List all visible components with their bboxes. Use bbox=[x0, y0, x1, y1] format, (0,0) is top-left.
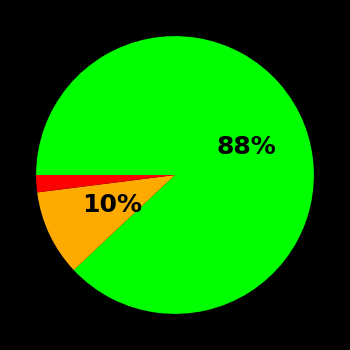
Wedge shape bbox=[36, 175, 175, 192]
Wedge shape bbox=[37, 175, 175, 270]
Wedge shape bbox=[36, 36, 314, 314]
Text: 10%: 10% bbox=[82, 193, 142, 217]
Text: 88%: 88% bbox=[216, 135, 276, 159]
